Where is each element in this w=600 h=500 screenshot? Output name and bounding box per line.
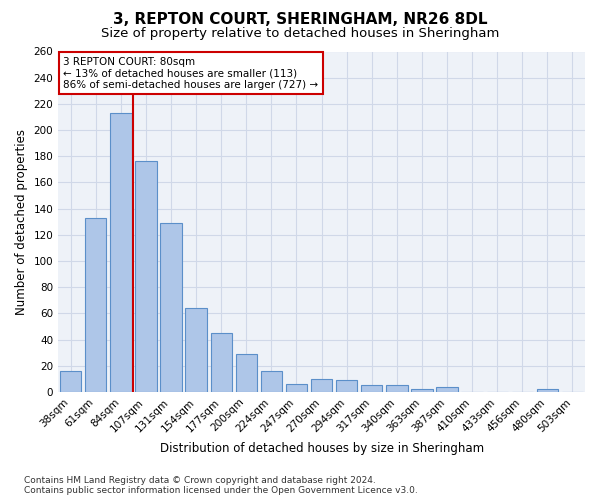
Text: 3 REPTON COURT: 80sqm
← 13% of detached houses are smaller (113)
86% of semi-det: 3 REPTON COURT: 80sqm ← 13% of detached … — [64, 56, 319, 90]
Bar — [110, 113, 131, 392]
Bar — [136, 162, 157, 392]
Bar — [160, 223, 182, 392]
Bar — [436, 386, 458, 392]
Bar — [261, 371, 282, 392]
Bar — [361, 386, 382, 392]
Bar — [311, 379, 332, 392]
Text: Contains HM Land Registry data © Crown copyright and database right 2024.
Contai: Contains HM Land Registry data © Crown c… — [24, 476, 418, 495]
X-axis label: Distribution of detached houses by size in Sheringham: Distribution of detached houses by size … — [160, 442, 484, 455]
Y-axis label: Number of detached properties: Number of detached properties — [15, 128, 28, 314]
Bar — [286, 384, 307, 392]
Bar — [411, 390, 433, 392]
Bar — [236, 354, 257, 392]
Bar — [60, 371, 82, 392]
Text: Size of property relative to detached houses in Sheringham: Size of property relative to detached ho… — [101, 28, 499, 40]
Bar — [211, 333, 232, 392]
Bar — [386, 386, 407, 392]
Bar — [336, 380, 358, 392]
Text: 3, REPTON COURT, SHERINGHAM, NR26 8DL: 3, REPTON COURT, SHERINGHAM, NR26 8DL — [113, 12, 487, 28]
Bar — [185, 308, 207, 392]
Bar — [85, 218, 106, 392]
Bar — [537, 390, 558, 392]
